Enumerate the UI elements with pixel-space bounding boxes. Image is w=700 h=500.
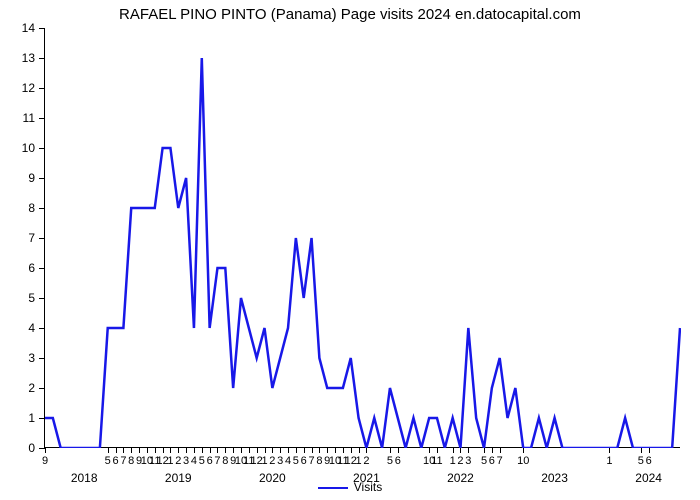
x-tick-label: 4 [191,455,197,467]
legend-swatch [318,487,348,489]
legend-label: Visits [354,480,382,494]
y-tick-label: 11 [23,111,35,125]
y-tick-label: 5 [28,291,35,305]
y-tick-label: 2 [28,381,35,395]
y-tick-label: 9 [28,171,35,185]
y-tick-label: 13 [22,51,35,65]
x-tick-label: 3 [277,455,283,467]
x-tick-label: 3 [183,455,189,467]
x-tick-label: 5 [199,455,205,467]
y-tick-label: 8 [28,201,35,215]
x-tick-label: 6 [301,455,307,467]
x-tick-label: 1 [261,455,267,467]
y-tick-label: 12 [22,81,35,95]
x-tick-label: 2 [175,455,181,467]
x-tick-label: 5 [293,455,299,467]
x-tick-label: 1 [606,455,612,467]
x-tick-label: 5 [638,455,644,467]
x-tick-label: 1 [356,455,362,467]
x-tick-label: 6 [112,455,118,467]
x-tick-label: 8 [222,455,228,467]
legend: Visits [0,480,700,494]
x-tick-label: 10 [517,455,529,467]
x-tick-label: 8 [316,455,322,467]
x-tick-label: 2 [363,455,369,467]
x-tick-label: 6 [646,455,652,467]
x-tick-label: 7 [214,455,220,467]
x-tick-label: 2 [269,455,275,467]
x-tick-label: 11 [431,455,442,467]
y-tick-label: 0 [28,441,35,455]
y-tick-label: 3 [28,351,35,365]
x-tick-label: 4 [285,455,291,467]
x-tick-label: 6 [395,455,401,467]
y-tick-label: 14 [22,21,35,35]
x-tick-label: 7 [120,455,126,467]
x-tick-label: 5 [105,455,111,467]
y-tick-label: 6 [28,261,35,275]
y-tick-label: 7 [28,231,35,245]
x-tick-label: 5 [481,455,487,467]
x-tick-label: 6 [207,455,213,467]
y-tick-label: 10 [22,141,35,155]
y-tick-label: 1 [28,411,35,425]
x-tick-label: 5 [387,455,393,467]
x-tick-label: 3 [465,455,471,467]
visits-line [45,28,681,448]
y-tick-label: 4 [28,321,35,335]
x-tick-label: 7 [497,455,503,467]
x-tick-label: 1 [450,455,456,467]
x-tick-label: 6 [489,455,495,467]
x-tick-label: 9 [42,455,48,467]
plot-area: 0123456789101112131495678910111212345678… [44,28,680,448]
x-tick-label: 7 [308,455,314,467]
chart-title: RAFAEL PINO PINTO (Panama) Page visits 2… [0,6,700,23]
x-tick-label: 8 [128,455,134,467]
x-tick-label: 1 [167,455,173,467]
x-tick-label: 2 [457,455,463,467]
